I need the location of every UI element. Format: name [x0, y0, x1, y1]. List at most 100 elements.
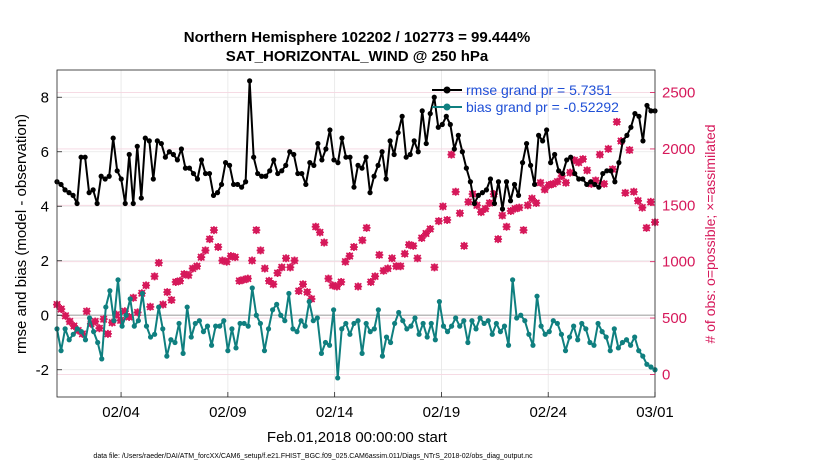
- rmse-point: [387, 138, 393, 144]
- bias-point: [298, 318, 304, 324]
- bias-point: [270, 307, 276, 313]
- obs-assimilated-point: [388, 254, 397, 263]
- bias-point: [359, 350, 365, 356]
- obs-assimilated-point: [197, 253, 206, 262]
- chart-subtitle: SAT_HORIZONTAL_WIND @ 250 hPa: [226, 48, 489, 65]
- rmse-point: [303, 181, 309, 188]
- bias-point: [546, 329, 552, 335]
- obs-assimilated-point: [438, 202, 447, 211]
- rmse-point: [327, 127, 333, 133]
- rmse-point: [339, 135, 345, 141]
- rmse-point: [275, 170, 281, 177]
- bias-point: [607, 348, 613, 354]
- bias-point: [481, 320, 487, 327]
- bias-point: [294, 329, 300, 335]
- rmse-point: [503, 179, 510, 185]
- plot-area: [57, 70, 655, 397]
- rmse-point: [70, 192, 76, 198]
- bias-point: [78, 329, 85, 335]
- bias-point: [623, 337, 630, 343]
- bias-point: [314, 315, 320, 321]
- bias-point: [469, 318, 475, 324]
- obs-assimilated-point: [354, 282, 363, 291]
- obs-assimilated-point: [231, 253, 240, 262]
- bias-point: [501, 323, 508, 329]
- obs-assimilated-point: [269, 280, 278, 289]
- obs-assimilated-point: [163, 288, 172, 297]
- obs-assimilated-point: [61, 311, 70, 320]
- rmse-point: [307, 160, 313, 166]
- bias-point: [135, 318, 141, 324]
- bias-point: [225, 348, 231, 354]
- rmse-point: [154, 138, 160, 144]
- rmse-series: [54, 78, 658, 212]
- legend: rmse grand pr = 5.7351 bias grand pr = -…: [432, 82, 619, 115]
- rmse-point: [379, 149, 385, 155]
- rmse-point: [451, 146, 457, 152]
- obs-assimilated-point: [392, 262, 401, 271]
- obs-assimilated-point: [515, 203, 524, 212]
- obs-assimilated-point: [481, 204, 490, 213]
- rmse-point: [243, 179, 249, 185]
- rmse-point: [471, 200, 477, 207]
- bias-point: [99, 356, 105, 362]
- bias-point: [497, 329, 504, 335]
- bias-point: [428, 320, 434, 327]
- bias-point: [131, 323, 137, 329]
- bias-point: [123, 312, 129, 318]
- bias-point: [632, 334, 638, 340]
- rmse-point: [624, 132, 630, 138]
- bias-point: [147, 334, 154, 340]
- obs-assimilated-point: [108, 318, 117, 327]
- rmse-point: [138, 195, 144, 201]
- obs-assimilated-point: [252, 226, 261, 235]
- bias-point: [404, 326, 410, 332]
- y-axis-right-label: # of obs: o=possible; ×=assimilated: [702, 124, 718, 343]
- bias-point: [119, 323, 125, 329]
- bias-point: [245, 323, 251, 329]
- obs-assimilated-point: [133, 308, 142, 317]
- obs-assimilated-point: [371, 272, 380, 281]
- bias-point: [192, 320, 198, 327]
- rmse-point: [299, 170, 305, 177]
- x-axis-label: Feb.01,2018 00:00:00 start: [267, 429, 448, 446]
- legend-bias-label: bias grand pr = -0.52292: [466, 99, 619, 115]
- bias-point: [241, 320, 247, 327]
- rmse-point: [588, 179, 594, 185]
- bias-point: [306, 299, 312, 305]
- bias-point: [164, 353, 170, 359]
- y-tick-right-label: 1000: [662, 254, 695, 271]
- obs-assimilated-point: [578, 155, 587, 164]
- rmse-point: [287, 149, 293, 155]
- bias-point: [627, 342, 634, 348]
- rmse-point: [198, 157, 205, 163]
- bias-point: [326, 342, 333, 348]
- bias-point: [278, 312, 284, 318]
- bias-point: [538, 323, 544, 329]
- obs-assimilated-point: [621, 188, 630, 197]
- obs-assimilated-point: [409, 241, 418, 250]
- legend-rmse-marker: [443, 86, 451, 94]
- bias-point: [107, 288, 113, 294]
- obs-assimilated-point: [443, 215, 452, 224]
- y-axis-right: 0 500 1000 1500 2000 2500: [650, 85, 695, 383]
- y-tick-left-label: 8: [41, 89, 49, 106]
- bias-point: [444, 329, 451, 335]
- bias-point: [274, 301, 280, 307]
- rmse-point: [576, 176, 582, 182]
- bias-point: [473, 326, 479, 332]
- rmse-point: [604, 168, 610, 174]
- obs-assimilated-point: [298, 280, 307, 289]
- bias-point: [514, 315, 520, 321]
- obs-assimilated-point: [494, 235, 503, 244]
- rmse-point: [291, 151, 297, 158]
- rmse-point: [170, 151, 176, 158]
- x-tick-label: 02/04: [102, 404, 140, 421]
- bias-point: [351, 320, 357, 327]
- bias-point: [70, 331, 76, 337]
- rmse-point: [251, 154, 257, 160]
- x-tick-label: 02/24: [529, 404, 567, 421]
- obs-assimilated-point: [540, 185, 549, 194]
- obs-assimilated-point: [625, 146, 634, 155]
